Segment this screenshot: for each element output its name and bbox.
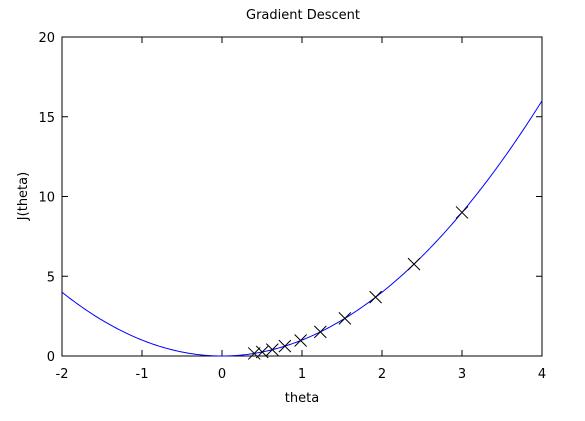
descent-step-marker xyxy=(313,325,327,339)
descent-step-marker xyxy=(294,334,307,347)
x-tick-label: -2 xyxy=(56,367,69,382)
chart-title: Gradient Descent xyxy=(246,8,360,23)
y-tick-label: 5 xyxy=(47,270,55,285)
descent-step-marker xyxy=(338,312,352,325)
y-tick-label: 15 xyxy=(38,111,55,126)
x-tick-label: 2 xyxy=(378,367,386,382)
x-tick-label: 0 xyxy=(218,367,226,382)
descent-step-marker xyxy=(369,290,382,304)
x-tick-label: 1 xyxy=(298,367,306,382)
descent-step-marker xyxy=(265,343,279,356)
axis-ticks xyxy=(61,36,543,357)
descent-step-marker xyxy=(278,339,292,353)
descent-step-marker xyxy=(255,345,269,359)
y-tick-label: 0 xyxy=(47,350,55,365)
descent-step-markers xyxy=(247,206,469,360)
x-tick-label: 4 xyxy=(538,367,546,382)
tick-labels: -2 -1 0 1 2 3 4 0 5 10 15 20 xyxy=(38,31,546,382)
y-tick-label: 20 xyxy=(38,31,55,46)
descent-step-marker xyxy=(455,206,469,219)
x-tick-label: -1 xyxy=(136,367,149,382)
y-tick-label: 10 xyxy=(38,191,55,206)
descent-step-marker xyxy=(407,257,421,271)
cost-curve xyxy=(61,100,543,357)
y-axis-label: J(theta) xyxy=(16,172,31,221)
x-tick-label: 3 xyxy=(458,367,466,382)
plot-frame xyxy=(61,36,543,357)
x-axis-label: theta xyxy=(285,391,319,406)
descent-step-marker xyxy=(247,347,261,360)
